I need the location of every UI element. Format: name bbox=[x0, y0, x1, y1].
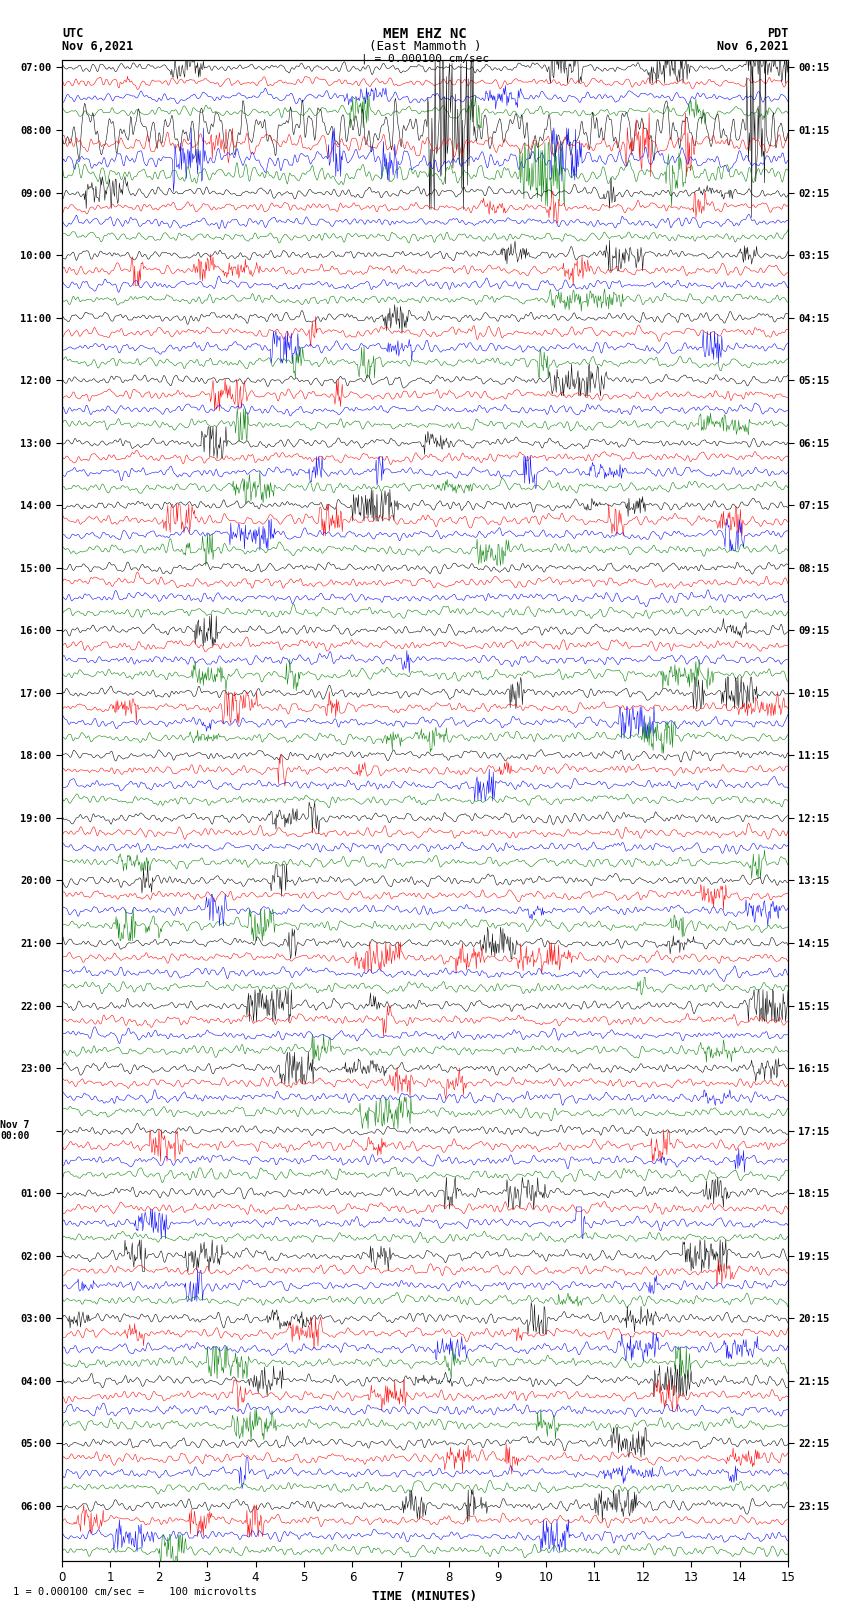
Text: Nov 6,2021: Nov 6,2021 bbox=[62, 40, 133, 53]
Text: MEM EHZ NC: MEM EHZ NC bbox=[383, 27, 467, 42]
Text: Nov 7
00:00: Nov 7 00:00 bbox=[0, 1119, 30, 1142]
Text: PDT: PDT bbox=[767, 27, 788, 40]
Text: Nov 6,2021: Nov 6,2021 bbox=[717, 40, 788, 53]
Text: | = 0.000100 cm/sec: | = 0.000100 cm/sec bbox=[361, 53, 489, 65]
Text: UTC: UTC bbox=[62, 27, 83, 40]
Text: 1 = 0.000100 cm/sec =    100 microvolts: 1 = 0.000100 cm/sec = 100 microvolts bbox=[13, 1587, 257, 1597]
X-axis label: TIME (MINUTES): TIME (MINUTES) bbox=[372, 1590, 478, 1603]
Text: (East Mammoth ): (East Mammoth ) bbox=[369, 40, 481, 53]
